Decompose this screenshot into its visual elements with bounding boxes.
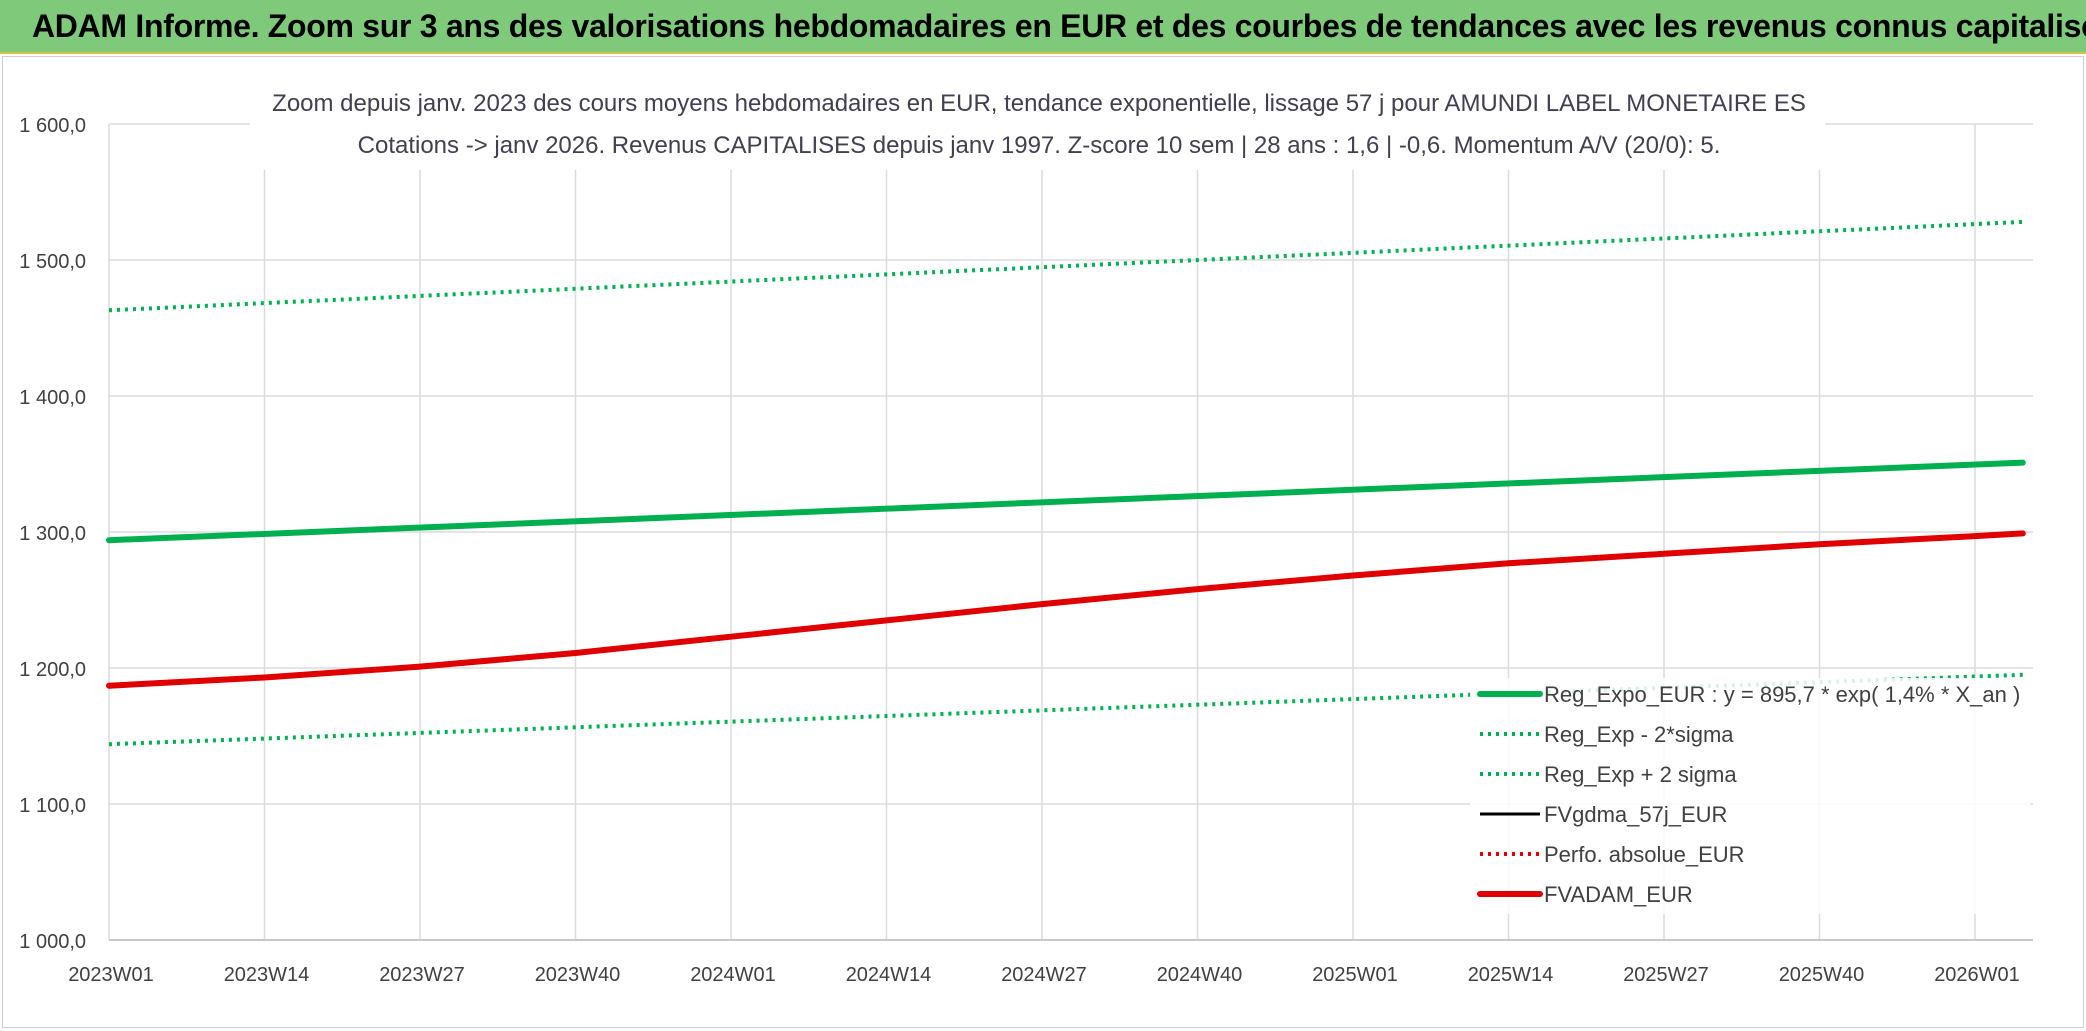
chart-title-line-1: Zoom depuis janv. 2023 des cours moyens …: [272, 90, 1806, 117]
legend-background: [1470, 678, 2030, 914]
y-tick-label: 1 500,0: [19, 251, 86, 273]
x-tick-label: 2025W40: [1779, 964, 1865, 986]
x-tick-label: 2024W40: [1157, 964, 1243, 986]
chart-legend: Reg_Expo_EUR : y = 895,7 * exp( 1,4% * X…: [1470, 678, 2030, 914]
x-tick-label: 2024W01: [690, 964, 776, 986]
x-tick-label: 2023W14: [224, 964, 310, 986]
x-tick-label: 2026W01: [1934, 964, 2020, 986]
chart-title-line-2: Cotations -> janv 2026. Revenus CAPITALI…: [358, 132, 1721, 159]
series-line-4: [108, 531, 2023, 688]
legend-label: FVgdma_57j_EUR: [1544, 802, 1727, 827]
x-tick-label: 2025W01: [1312, 964, 1398, 986]
x-tick-label: 2025W14: [1468, 964, 1554, 986]
report-banner: ADAM Informe. Zoom sur 3 ans des valoris…: [0, 0, 2086, 54]
series-line-3: [108, 531, 2023, 688]
axis-layer: 1 000,0 1 100,0 1 200,0 1 300,0 1 400,0 1 500…: [19, 115, 2033, 986]
series-line-0: [106, 459, 2026, 544]
series-layer: [106, 219, 2026, 747]
title-layer: Zoom depuis janv. 2023 des cours moyens …: [250, 78, 1825, 170]
legend-label: Reg_Exp - 2*sigma: [1544, 722, 1734, 747]
banner-title: ADAM Informe. Zoom sur 3 ans des valoris…: [32, 8, 2086, 44]
x-tick-label: 2025W27: [1623, 964, 1709, 986]
y-tick-label: 1 300,0: [19, 523, 86, 545]
legend-label: Reg_Exp + 2 sigma: [1544, 762, 1737, 787]
y-tick-label: 1 400,0: [19, 387, 86, 409]
series-line-2: [108, 219, 2023, 313]
y-tick-label: 1 000,0: [19, 931, 86, 953]
x-tick-label: 2023W01: [68, 964, 154, 986]
y-tick-label: 1 600,0: [19, 115, 86, 137]
series-line-5: [106, 530, 2026, 689]
x-tick-label: 2024W14: [846, 964, 932, 986]
y-tick-label: 1 200,0: [19, 659, 86, 681]
y-tick-label: 1 100,0: [19, 795, 86, 817]
x-tick-label: 2024W27: [1001, 964, 1087, 986]
chart-frame: [2, 56, 2084, 1028]
legend-label: FVADAM_EUR: [1544, 882, 1693, 907]
x-tick-label: 2023W27: [379, 964, 465, 986]
legend-label: Reg_Expo_EUR : y = 895,7 * exp( 1,4% * X…: [1544, 682, 2020, 707]
x-tick-label: 2023W40: [535, 964, 621, 986]
legend-label: Perfo. absolue_EUR: [1544, 842, 1745, 867]
